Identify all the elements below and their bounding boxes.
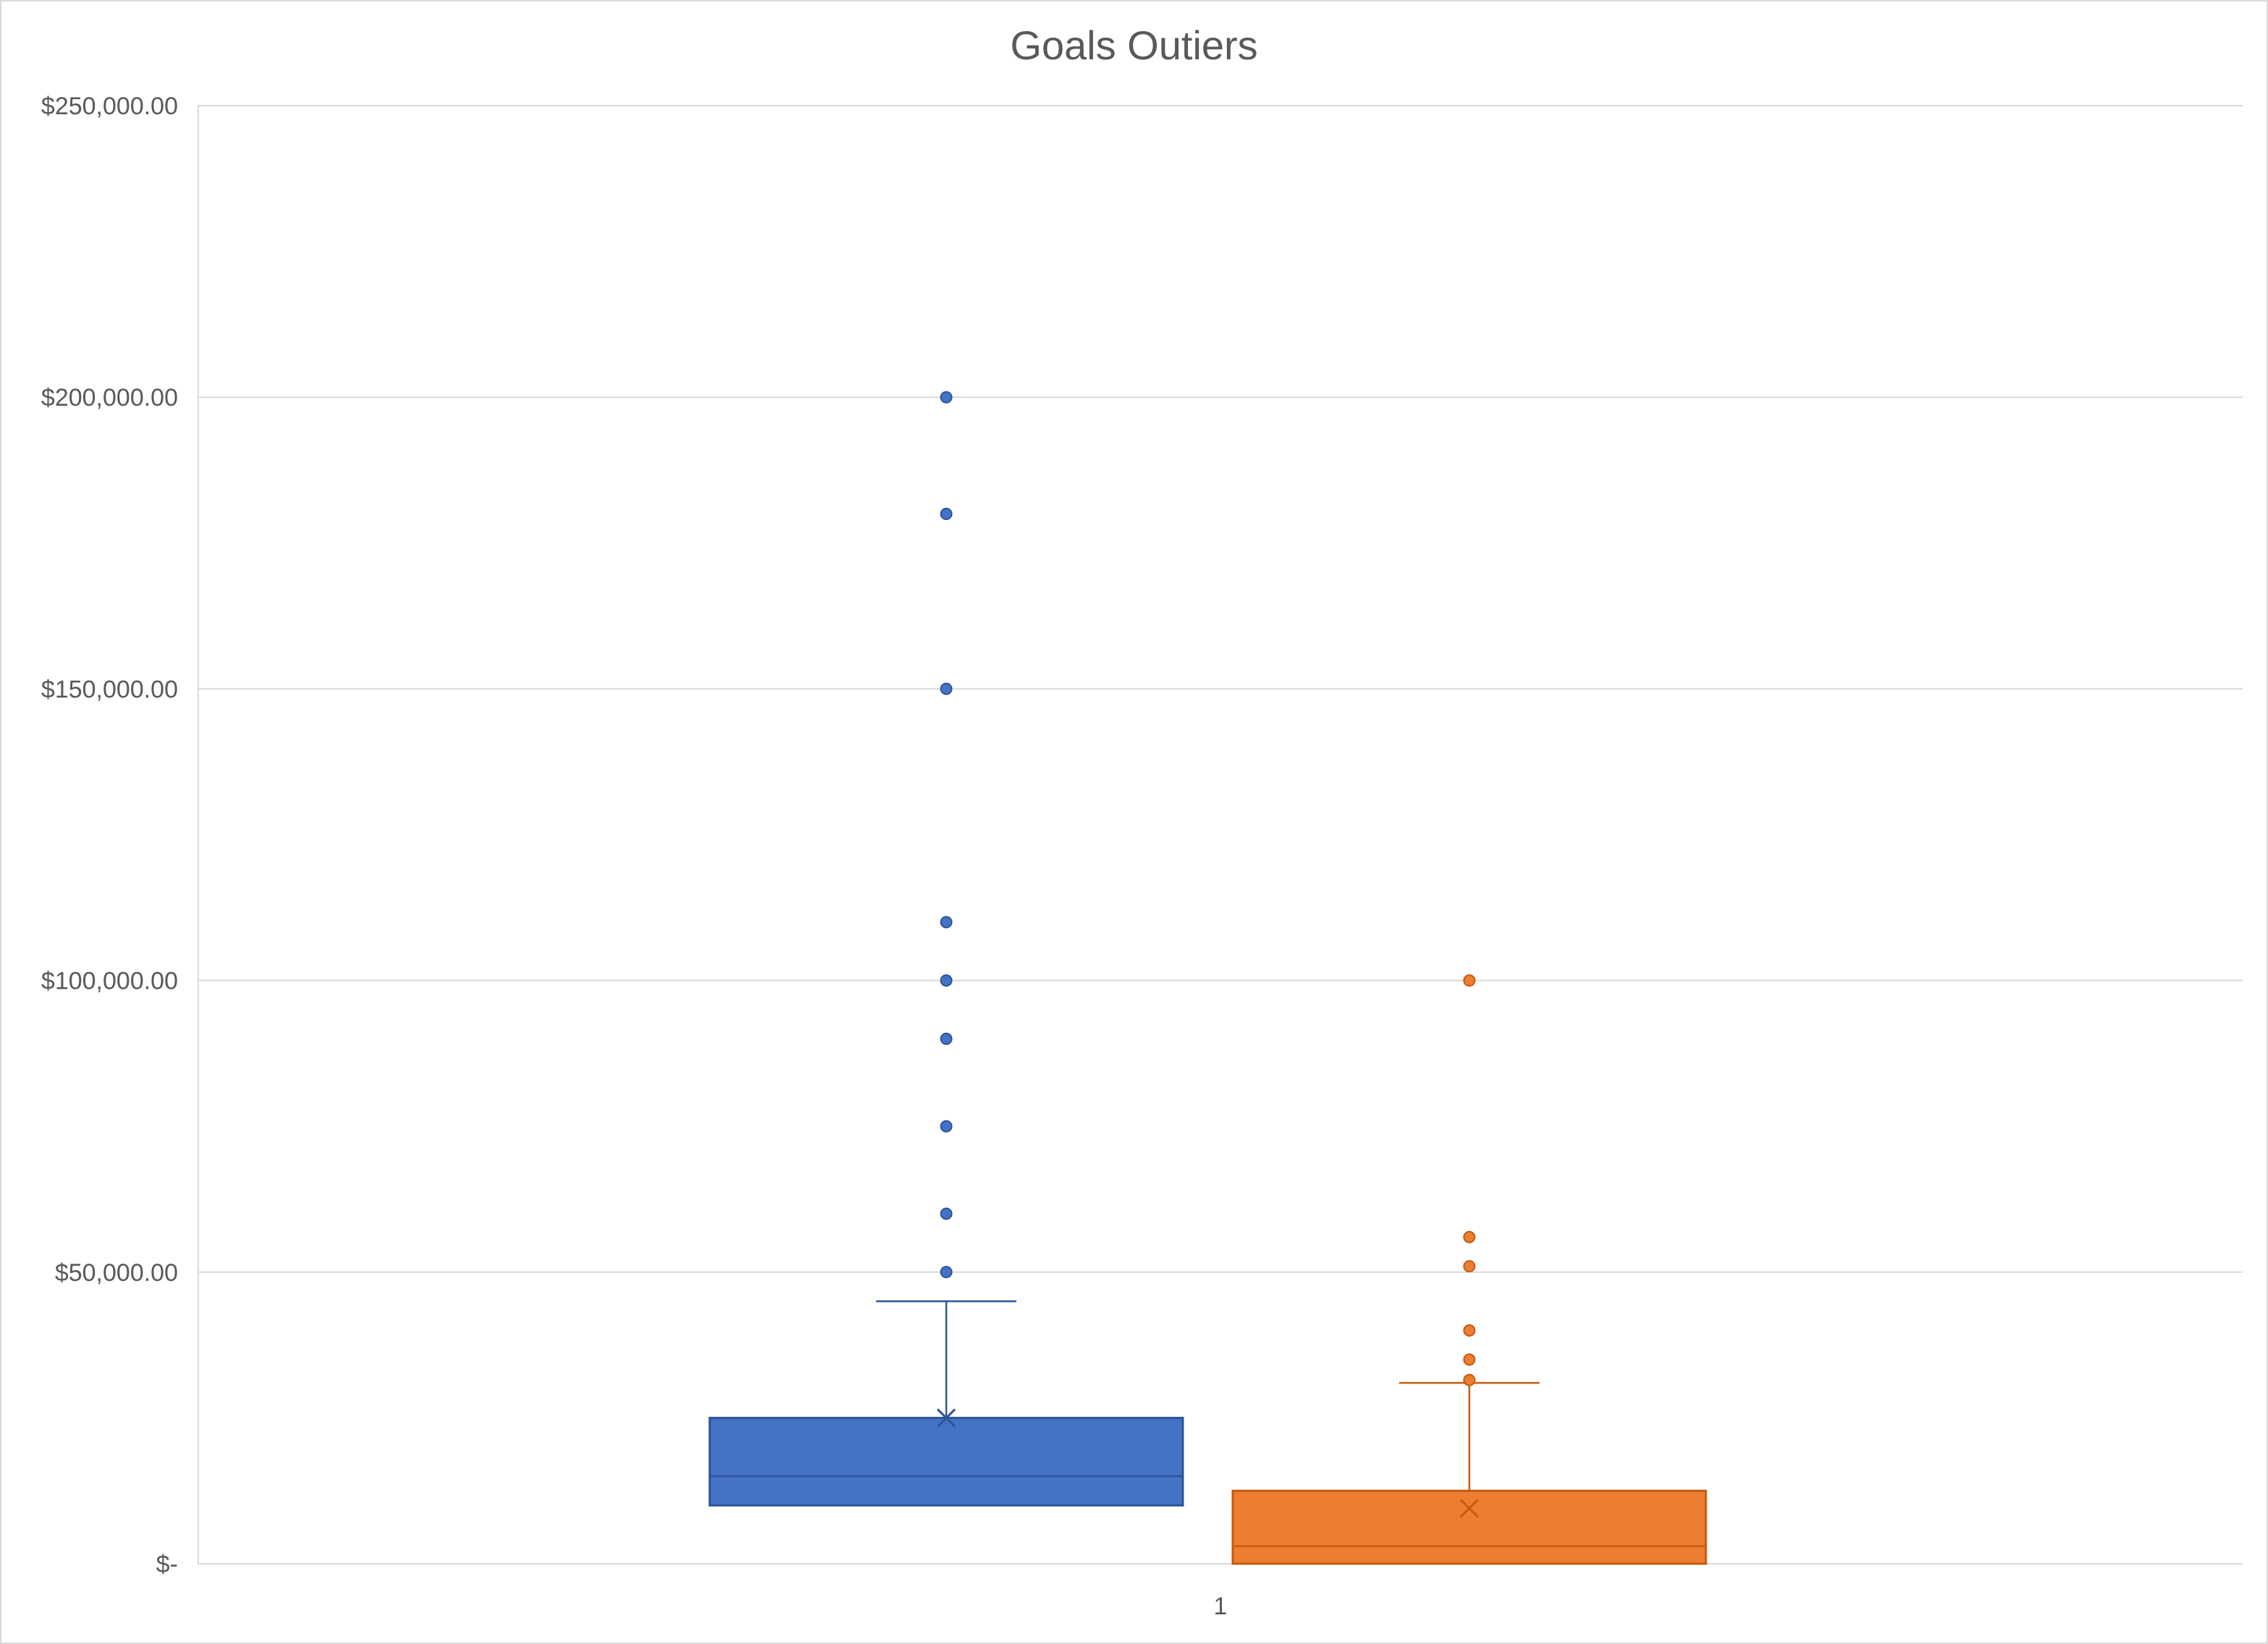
outlier-point — [1463, 974, 1476, 987]
outlier-point — [1463, 1353, 1476, 1366]
x-tick-label: 1 — [1214, 1593, 1228, 1620]
mean-marker — [936, 1408, 956, 1428]
y-tick-label: $- — [156, 1551, 178, 1578]
outlier-point — [1463, 1260, 1476, 1273]
mean-marker — [1459, 1499, 1479, 1518]
outlier-point — [940, 507, 953, 520]
y-tick-label: $250,000.00 — [41, 93, 178, 120]
outlier-point — [940, 1032, 953, 1045]
outlier-point — [940, 682, 953, 695]
outlier-point — [940, 916, 953, 929]
outlier-point — [940, 974, 953, 987]
y-tick-label: $50,000.00 — [55, 1259, 178, 1287]
outlier-point — [940, 391, 953, 404]
y-tick-label: $200,000.00 — [41, 384, 178, 412]
outlier-point — [940, 1120, 953, 1133]
chart-title: Goals Outiers — [1010, 22, 1258, 68]
box — [1231, 1489, 1707, 1565]
outlier-point — [940, 1266, 953, 1279]
outlier-point — [1463, 1373, 1476, 1387]
outlier-point — [1463, 1230, 1476, 1243]
box — [708, 1416, 1184, 1507]
outlier-point — [940, 1207, 953, 1220]
outlier-point — [1463, 1324, 1476, 1337]
y-tick-label: $150,000.00 — [41, 676, 178, 703]
y-tick-label: $100,000.00 — [41, 968, 178, 995]
